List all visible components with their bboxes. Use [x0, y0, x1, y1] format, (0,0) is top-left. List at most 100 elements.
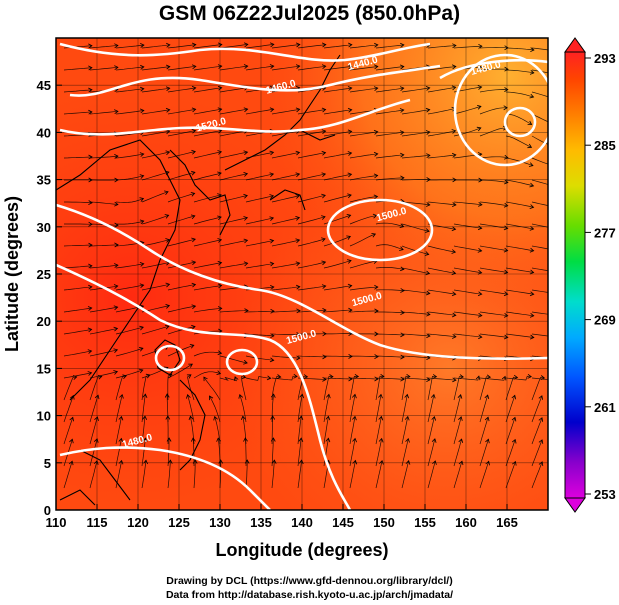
streamline-arrowhead	[70, 394, 75, 400]
streamline	[427, 460, 436, 489]
streamline	[401, 131, 430, 137]
streamline	[375, 154, 404, 159]
streamline	[115, 198, 144, 203]
streamline-arrowhead	[87, 349, 93, 354]
streamline	[375, 438, 383, 467]
streamline-arrowhead	[452, 43, 457, 49]
streamline	[115, 153, 144, 159]
streamline-arrowhead	[303, 374, 309, 380]
streamline	[401, 394, 408, 423]
streamline	[531, 201, 548, 206]
streamline	[505, 439, 516, 467]
streamline-arrowhead	[243, 238, 249, 244]
streamline	[323, 236, 351, 247]
streamline-arrowhead	[270, 285, 275, 290]
streamline-arrowhead	[191, 149, 196, 155]
streamline-arrowhead	[352, 415, 357, 421]
streamline-arrowhead	[266, 375, 272, 381]
streamline-arrowhead	[165, 415, 171, 420]
streamline	[271, 460, 275, 489]
streamline-arrowhead	[295, 150, 301, 156]
streamline	[375, 416, 382, 445]
streamline-arrowhead	[203, 376, 208, 382]
streamline-arrowhead	[347, 283, 353, 289]
streamline	[479, 201, 508, 207]
streamline-arrowhead	[295, 284, 301, 290]
streamline-arrowhead	[139, 325, 144, 331]
streamline	[219, 376, 237, 382]
streamline	[63, 461, 73, 489]
streamline-arrowhead	[503, 312, 509, 318]
streamline	[115, 110, 144, 115]
streamline	[63, 417, 74, 445]
x-tick-label: 135	[250, 515, 272, 530]
streamline	[297, 355, 327, 358]
streamline	[323, 333, 353, 335]
streamline	[349, 376, 359, 401]
streamline-arrowhead	[452, 202, 457, 207]
streamline-arrowhead	[139, 262, 145, 267]
streamline	[323, 152, 352, 159]
credit-drawing: Drawing by DCL (https://www.gfd-dennou.o…	[166, 575, 453, 587]
streamline	[401, 311, 430, 315]
streamline-arrowhead	[477, 225, 483, 231]
streamline	[375, 87, 404, 93]
streamline	[453, 201, 482, 206]
streamline	[453, 461, 463, 489]
streamline	[349, 355, 379, 358]
streamline	[241, 376, 247, 401]
streamline-arrowhead	[299, 393, 305, 399]
x-axis-ticks: 110 115 120 125 130 135 140 145 150 155 160 165	[46, 504, 518, 530]
streamline-arrowhead	[425, 86, 431, 91]
streamline	[219, 151, 248, 159]
streamline-arrowhead	[298, 437, 304, 442]
streamline	[323, 131, 352, 137]
streamline	[193, 194, 222, 203]
streamline-arrowhead	[501, 375, 507, 381]
streamline-arrowhead	[186, 394, 191, 399]
streamline	[219, 459, 222, 489]
streamline	[401, 87, 430, 93]
streamline	[401, 289, 430, 294]
streamline-arrowhead	[511, 438, 517, 444]
streamline-arrowhead	[188, 415, 194, 421]
streamline-arrowhead	[269, 150, 275, 156]
streamline	[64, 201, 93, 204]
streamline-arrowhead	[404, 415, 410, 421]
streamline-arrowhead	[503, 105, 508, 111]
streamline-arrowhead	[114, 43, 119, 49]
streamline-arrowhead	[243, 261, 249, 267]
streamline-arrowhead	[88, 154, 93, 160]
streamline-arrowhead	[243, 150, 249, 156]
streamline-arrowhead	[426, 333, 431, 339]
streamline-arrowhead	[529, 269, 535, 275]
streamline	[453, 245, 482, 252]
streamline-arrowhead	[347, 107, 353, 113]
streamline-arrowhead	[113, 305, 119, 311]
streamline	[349, 260, 378, 269]
streamline	[375, 267, 404, 270]
y-tick-label: 30	[37, 220, 51, 235]
streamline	[297, 285, 326, 291]
streamline-arrowhead	[269, 172, 275, 177]
streamline	[323, 260, 352, 269]
x-tick-label: 150	[373, 515, 395, 530]
streamline	[141, 191, 169, 203]
streamline	[427, 66, 456, 71]
streamline	[349, 286, 378, 291]
streamline-arrowhead	[191, 42, 197, 48]
streamline	[453, 376, 464, 401]
x-axis-label: Longitude (degrees)	[215, 540, 388, 560]
streamline	[427, 289, 456, 295]
streamline	[271, 195, 300, 203]
streamline-arrowhead	[217, 306, 223, 312]
streamline	[427, 245, 456, 253]
streamline	[531, 91, 548, 98]
streamline	[427, 438, 436, 467]
streamline	[479, 156, 508, 159]
streamline	[401, 245, 429, 255]
streamline	[245, 44, 274, 49]
streamline	[271, 65, 300, 71]
streamline	[297, 130, 326, 137]
streamline	[89, 110, 118, 115]
